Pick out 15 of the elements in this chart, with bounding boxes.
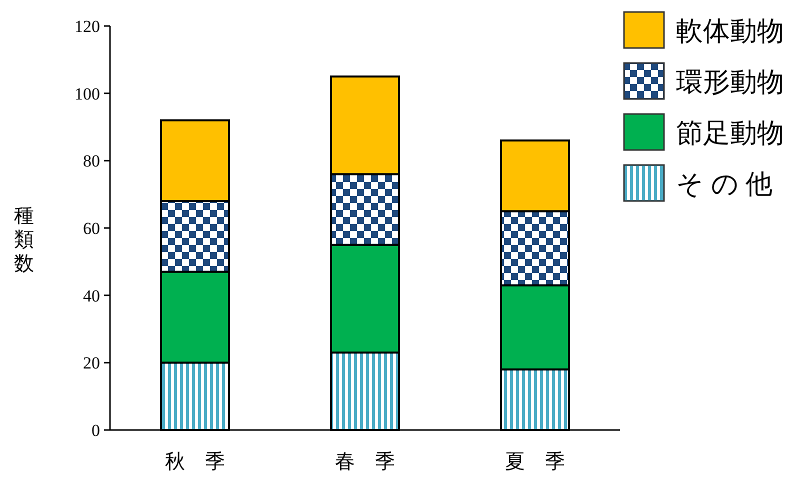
- x-tick-label: 秋 季: [165, 451, 225, 473]
- y-tick-label: 40: [83, 286, 100, 306]
- y-tick-label: 60: [83, 219, 100, 238]
- legend-label: そ の 他: [676, 169, 772, 199]
- legend-label: 軟体動物: [676, 16, 784, 46]
- x-tick-label: 春 季: [335, 451, 395, 473]
- legend-label: 環形動物: [676, 67, 784, 97]
- legend-label: 節足動物: [676, 118, 784, 148]
- y-tick-label: 80: [83, 152, 100, 171]
- y-tick-label: 20: [83, 354, 100, 373]
- y-tick-label: 0: [92, 421, 100, 440]
- y-tick-label: 120: [74, 17, 100, 36]
- x-tick-label: 夏 季: [505, 451, 565, 473]
- y-axis-title: 種類数: [14, 205, 34, 275]
- y-tick-label: 100: [74, 84, 100, 104]
